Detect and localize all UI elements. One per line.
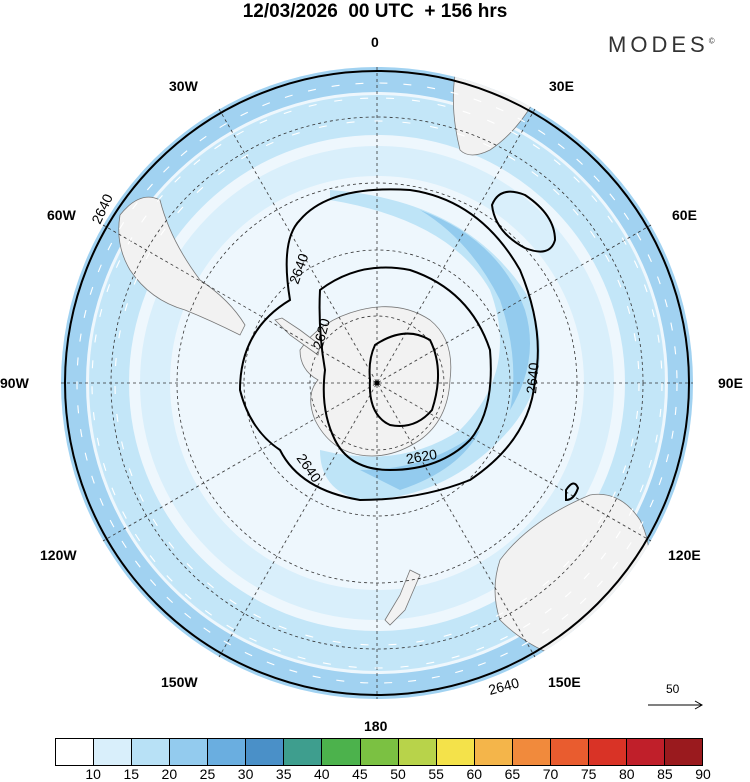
colorbar-tick-label: 70	[542, 766, 559, 782]
lon-label-30w: 30W	[169, 78, 198, 94]
colorbar-tick-label: 10	[85, 766, 101, 782]
contour-label: 2620	[405, 446, 439, 467]
lon-label-120w: 120W	[40, 547, 77, 563]
colorbar-swatch	[322, 739, 361, 765]
colorbar-tick-label: 25	[199, 766, 216, 782]
wind-vectors	[76, 82, 678, 684]
colorbar-swatch	[246, 739, 285, 765]
south-america-land	[118, 196, 246, 336]
colorbar-swatch	[474, 739, 513, 765]
contour-closed-60e	[490, 190, 557, 253]
lon-label-90w: 90W	[0, 375, 29, 391]
colorbar-tick-label: 60	[466, 766, 483, 782]
lon-label-60e: 60E	[672, 207, 697, 223]
colorbar-swatch	[284, 739, 323, 765]
colorbar-swatch	[626, 739, 665, 765]
colorbar-swatch	[170, 739, 209, 765]
colorbar-swatch	[94, 739, 133, 765]
colorbar-swatch	[436, 739, 475, 765]
colorbar-swatch	[132, 739, 171, 765]
pole-marker	[374, 380, 380, 386]
colorbar	[55, 738, 703, 766]
vector-reference-arrow	[648, 700, 704, 710]
colorbar-swatch	[360, 739, 399, 765]
lon-label-150e: 150E	[548, 674, 581, 690]
colorbar-tick-label: 45	[352, 766, 368, 782]
colorbar-labels: 10 15 20 25 30 35 40 45 50 55 60 65 70 75 80 85 90	[55, 766, 710, 782]
lon-label-150w: 150W	[161, 674, 198, 690]
vector-reference-label: 50	[666, 682, 680, 696]
contour-label: 2620	[309, 316, 333, 350]
colorbar-tick-label: 35	[275, 766, 292, 782]
colorbar-tick-label: 15	[123, 766, 140, 782]
colorbar-tick-label: 90	[695, 766, 711, 782]
lon-label-180: 180	[364, 718, 388, 734]
colorbar-tick-label: 30	[237, 766, 254, 782]
colorbar-swatch	[56, 739, 95, 765]
jet-band-mid	[140, 146, 614, 620]
graticule	[61, 67, 693, 699]
lon-label-90e: 90E	[718, 375, 743, 391]
contour-2620	[318, 266, 492, 472]
polar-jet-core	[420, 210, 530, 410]
lon-label-0: 0	[371, 34, 379, 50]
contour-outer-ring	[64, 70, 690, 696]
contour-2640-inner	[238, 188, 539, 502]
forecast-title: 12/03/2026 00 UTC + 156 hrs	[242, 1, 508, 22]
contour-label: 2640	[523, 362, 542, 395]
colorbar-swatch	[398, 739, 437, 765]
height-contours	[64, 70, 690, 696]
contour-low-center	[368, 332, 440, 427]
colorbar-swatch	[588, 739, 627, 765]
colorbar-swatch	[665, 739, 703, 765]
new-zealand-land	[384, 569, 421, 626]
colorbar-tick-label: 80	[618, 766, 635, 782]
contour-closed-120e	[565, 482, 580, 502]
colorbar-tick-label: 65	[504, 766, 521, 782]
colorbar-tick-label: 55	[428, 766, 444, 782]
colorbar-tick-label: 75	[580, 766, 597, 782]
brand-name: MODES	[608, 32, 709, 57]
lon-label-30e: 30E	[549, 78, 574, 94]
contour-label: 2640	[487, 674, 521, 698]
colorbar-swatch	[208, 739, 247, 765]
lon-label-60w: 60W	[47, 207, 76, 223]
brand-logo: MODES©	[608, 32, 715, 58]
antarctic-peninsula-land	[274, 317, 321, 356]
colorbar-tick-label: 40	[314, 766, 330, 782]
colorbar-swatch	[550, 739, 589, 765]
polar-jet-core-south	[360, 430, 480, 490]
colorbar-tick-label: 20	[161, 766, 178, 782]
brand-mark: ©	[708, 36, 715, 46]
colorbar-tick-label: 85	[657, 766, 673, 782]
colorbar-tick-label: 50	[390, 766, 406, 782]
colorbar-swatch	[512, 739, 551, 765]
lon-label-120e: 120E	[668, 547, 701, 563]
